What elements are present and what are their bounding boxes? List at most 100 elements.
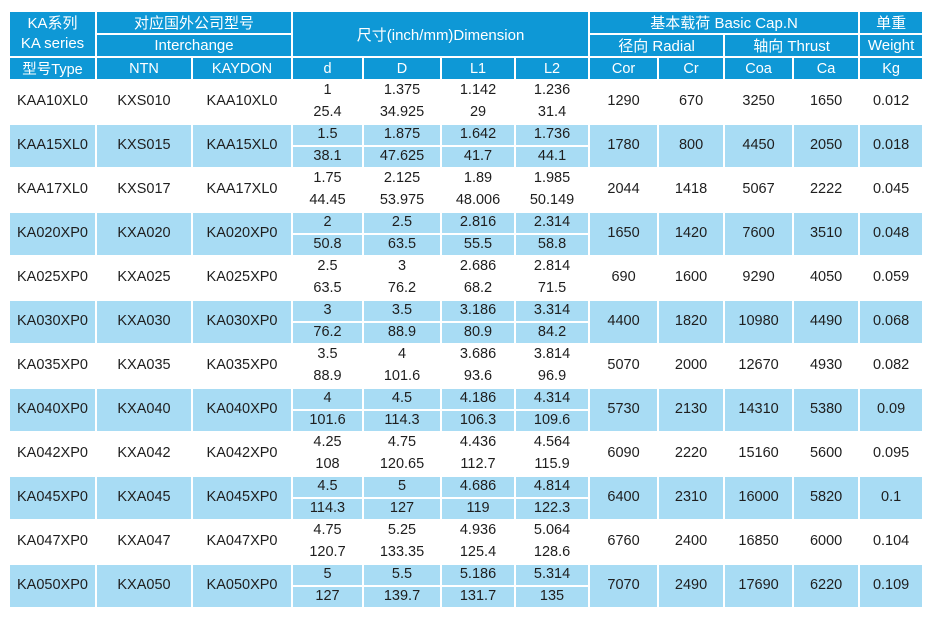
dim-inch-cell: 4.75 [362, 431, 443, 455]
dim-mm-cell: 50.149 [514, 189, 591, 213]
dim-mm-cell: 119 [440, 497, 517, 521]
dim-mm-cell: 44.45 [291, 189, 365, 213]
coa-cell: 4450 [723, 123, 795, 169]
dim-inch-cell: 3.314 [514, 299, 591, 323]
ca-cell: 6220 [792, 563, 861, 609]
kaydon-cell: KA035XP0 [190, 343, 294, 389]
dim-inch-cell: 4.186 [440, 387, 517, 411]
dim-mm-cell: 127 [362, 497, 443, 521]
dim-mm-cell: 76.2 [291, 321, 365, 345]
dim-inch-cell: 3.5 [362, 299, 443, 323]
cor-cell: 2044 [588, 167, 660, 213]
cor-cell: 7070 [588, 563, 660, 609]
dim-inch-cell: 4.5 [362, 387, 443, 411]
coa-cell: 17690 [723, 563, 795, 609]
coa-cell: 16850 [723, 519, 795, 565]
dim-inch-cell: 2.814 [514, 255, 591, 279]
dim-inch-cell: 3 [362, 255, 443, 279]
dim-mm-cell: 41.7 [440, 145, 517, 169]
dim-mm-cell: 31.4 [514, 101, 591, 125]
dim-inch-cell: 2 [291, 211, 365, 235]
dim-mm-cell: 84.2 [514, 321, 591, 345]
dim-inch-cell: 4 [362, 343, 443, 367]
dim-inch-cell: 1.375 [362, 79, 443, 103]
kg-cell: 0.095 [858, 431, 925, 477]
type-cell: KAA17XL0 [8, 167, 97, 213]
header-kg: Kg [858, 56, 925, 81]
dim-mm-cell: 58.8 [514, 233, 591, 257]
dim-inch-cell: 4.25 [291, 431, 365, 455]
dim-mm-cell: 44.1 [514, 145, 591, 169]
coa-cell: 16000 [723, 475, 795, 521]
dim-inch-cell: 3.686 [440, 343, 517, 367]
ca-cell: 5600 [792, 431, 861, 477]
dim-inch-cell: 4 [291, 387, 365, 411]
dim-inch-cell: 2.686 [440, 255, 517, 279]
cr-cell: 1418 [657, 167, 726, 213]
cor-cell: 6760 [588, 519, 660, 565]
dim-inch-cell: 4.564 [514, 431, 591, 455]
cor-cell: 6090 [588, 431, 660, 477]
table-body: KAA10XL0 KXS010 KAA10XL0 1 1.375 1.142 1.236 12… [8, 79, 925, 609]
kg-cell: 0.059 [858, 255, 925, 301]
dim-inch-cell: 1.89 [440, 167, 517, 191]
cor-cell: 5730 [588, 387, 660, 433]
header-d: d [291, 56, 365, 81]
kg-cell: 0.045 [858, 167, 925, 213]
cor-cell: 1780 [588, 123, 660, 169]
coa-cell: 7600 [723, 211, 795, 257]
dim-mm-cell: 63.5 [291, 277, 365, 301]
type-cell: KA040XP0 [8, 387, 97, 433]
dim-mm-cell: 68.2 [440, 277, 517, 301]
ca-cell: 2222 [792, 167, 861, 213]
dim-inch-cell: 4.5 [291, 475, 365, 499]
header-ntn: NTN [95, 56, 193, 81]
dim-mm-cell: 34.925 [362, 101, 443, 125]
header-ca: Ca [792, 56, 861, 81]
dim-mm-cell: 63.5 [362, 233, 443, 257]
dim-mm-cell: 48.006 [440, 189, 517, 213]
dim-inch-cell: 4.436 [440, 431, 517, 455]
ntn-cell: KXA042 [95, 431, 193, 477]
dim-mm-cell: 128.6 [514, 541, 591, 565]
type-cell: KA045XP0 [8, 475, 97, 521]
dim-inch-cell: 2.5 [291, 255, 365, 279]
dim-mm-cell: 25.4 [291, 101, 365, 125]
ntn-cell: KXA050 [95, 563, 193, 609]
dim-mm-cell: 55.5 [440, 233, 517, 257]
dim-mm-cell: 76.2 [362, 277, 443, 301]
ntn-cell: KXS017 [95, 167, 193, 213]
ca-cell: 6000 [792, 519, 861, 565]
kaydon-cell: KA050XP0 [190, 563, 294, 609]
dim-mm-cell: 93.6 [440, 365, 517, 389]
dim-mm-cell: 47.625 [362, 145, 443, 169]
dim-mm-cell: 135 [514, 585, 591, 609]
dim-inch-cell: 2.125 [362, 167, 443, 191]
coa-cell: 14310 [723, 387, 795, 433]
dim-mm-cell: 133.35 [362, 541, 443, 565]
header-ka-series-zh: KA系列 [27, 14, 78, 32]
kaydon-cell: KAA15XL0 [190, 123, 294, 169]
type-cell: KA035XP0 [8, 343, 97, 389]
dim-inch-cell: 4.936 [440, 519, 517, 543]
kg-cell: 0.1 [858, 475, 925, 521]
dim-inch-cell: 5.186 [440, 563, 517, 587]
dim-inch-cell: 4.686 [440, 475, 517, 499]
coa-cell: 12670 [723, 343, 795, 389]
header-cr: Cr [657, 56, 726, 81]
type-cell: KAA10XL0 [8, 79, 97, 125]
dim-inch-cell: 4.314 [514, 387, 591, 411]
dim-inch-cell: 2.314 [514, 211, 591, 235]
cr-cell: 2490 [657, 563, 726, 609]
dim-inch-cell: 3.5 [291, 343, 365, 367]
header-dimension: 尺寸(inch/mm)Dimension [291, 10, 591, 58]
kaydon-cell: KA025XP0 [190, 255, 294, 301]
cor-cell: 5070 [588, 343, 660, 389]
dim-inch-cell: 5 [362, 475, 443, 499]
cr-cell: 2000 [657, 343, 726, 389]
header-thrust: 轴向 Thrust [723, 33, 861, 58]
header-basic-cap: 基本载荷 Basic Cap.N [588, 10, 861, 35]
dim-mm-cell: 96.9 [514, 365, 591, 389]
ntn-cell: KXA035 [95, 343, 193, 389]
